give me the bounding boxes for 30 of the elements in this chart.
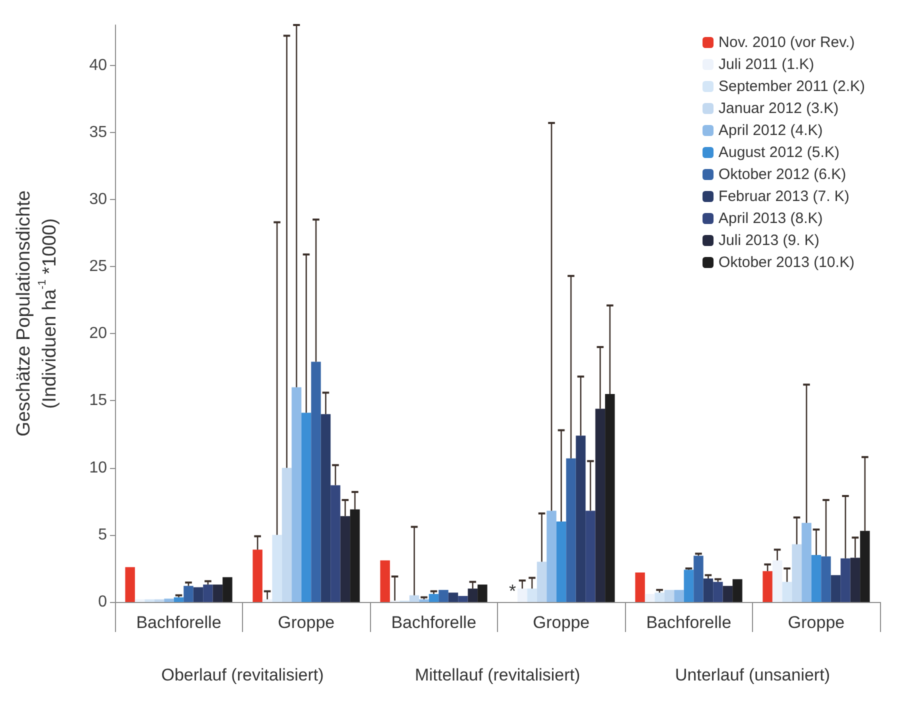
text: Oberlauf (revitalisiert)	[161, 666, 324, 684]
legend-label: Juli 2011 (1.K)	[718, 56, 814, 73]
text: Mittellauf (revitalisiert)	[414, 666, 580, 684]
legend-label: April 2013 (8.K)	[718, 210, 823, 227]
x-tick-label: Groppe	[788, 613, 845, 632]
y-tick-label: 0	[98, 594, 108, 610]
legend-label: Februar 2013 (7. K)	[718, 188, 850, 205]
y-tick-label: 35	[89, 124, 108, 141]
text: Unterlauf (unsaniert)	[675, 666, 830, 684]
x-tick-label: Bachforelle	[136, 613, 222, 632]
legend-label: April 2012 (4.K)	[718, 122, 823, 139]
legend-label: Nov. 2010 (vor Rev.)	[718, 34, 855, 51]
text: *	[509, 581, 516, 601]
y-tick-label: 10	[89, 459, 108, 476]
legend-label: September 2011 (2.K)	[718, 78, 866, 95]
y-tick-label: 15	[89, 392, 108, 410]
y-tick-label: 5	[98, 526, 108, 544]
y-tick-label: 20	[89, 325, 108, 342]
x-tick-label: Groppe	[532, 613, 590, 632]
legend-label: August 2012 (5.K)	[718, 144, 840, 161]
y-tick-label: 30	[89, 190, 108, 208]
legend-label: Juli 2013 (9. K)	[718, 232, 820, 249]
x-tick-label: Groppe	[278, 613, 335, 632]
legend-label: Oktober 2012 (6.K)	[718, 166, 846, 183]
y-tick-label: 40	[89, 56, 108, 74]
legend-label: Januar 2012 (3.K)	[718, 100, 839, 117]
y-tick-label: 25	[89, 258, 108, 276]
legend-label: Oktober 2013 (10.K)	[718, 254, 854, 271]
x-tick-label: Bachforelle	[391, 613, 476, 632]
x-tick-label: Bachforelle	[646, 613, 732, 632]
